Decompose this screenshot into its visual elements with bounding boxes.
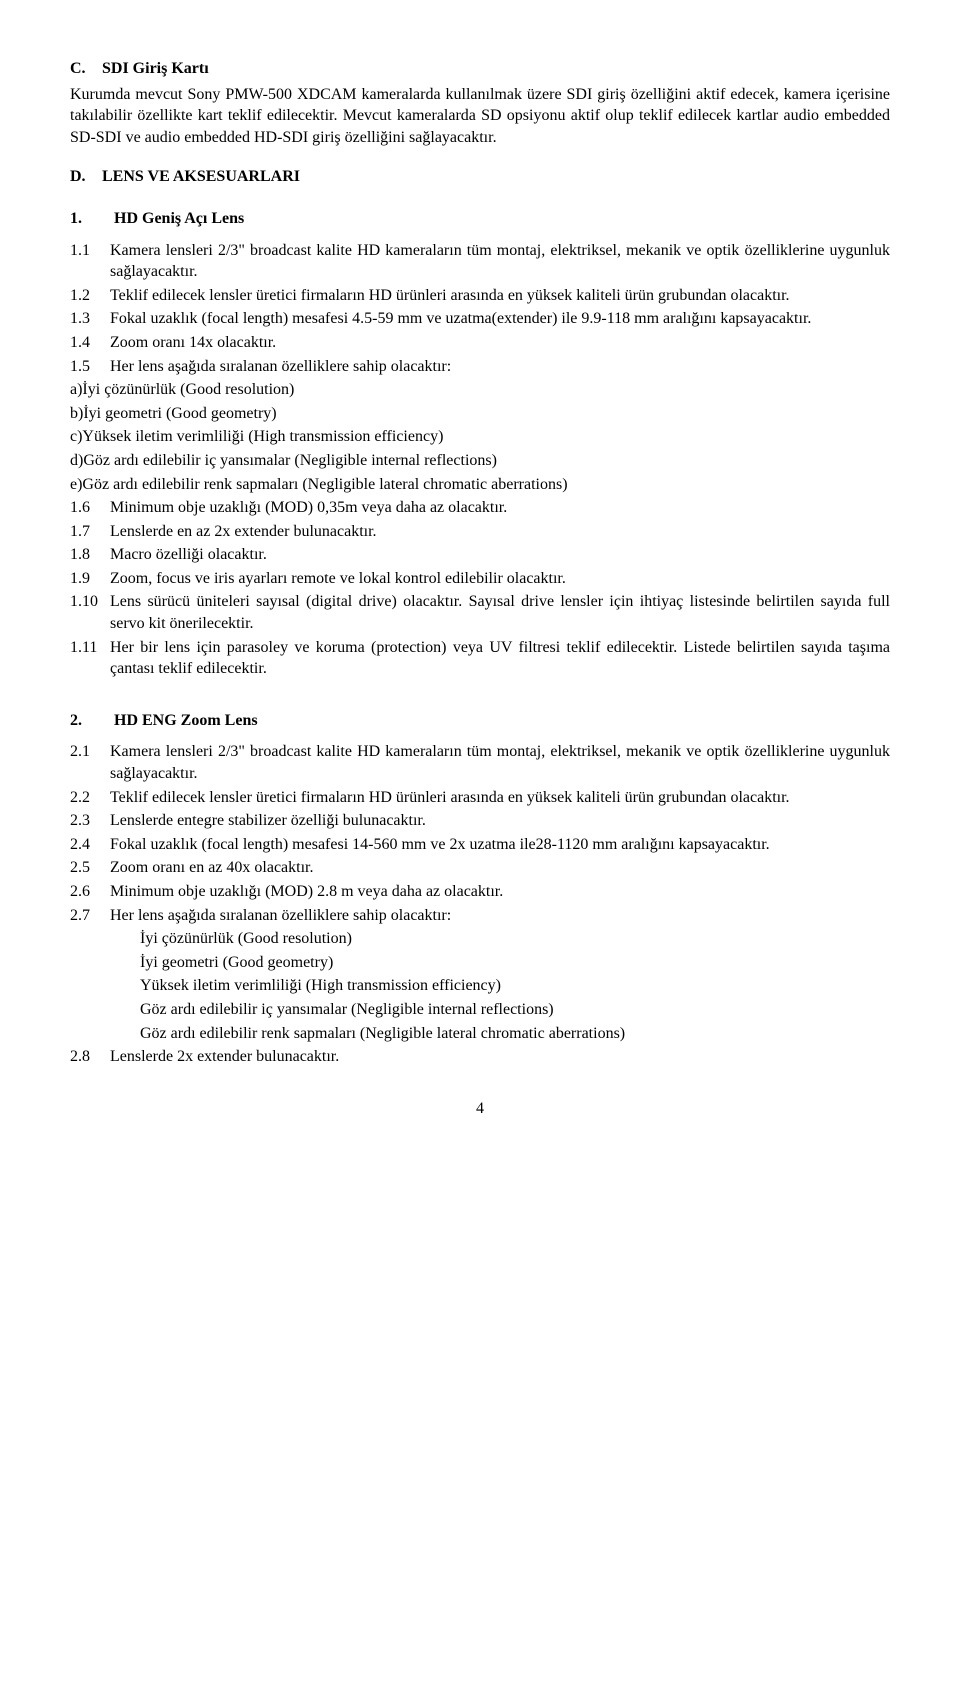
item-text: Her bir lens için parasoley ve koruma (p… <box>110 637 890 680</box>
item-2-8: 2.8 Lenslerde 2x extender bulunacaktır. <box>70 1046 890 1068</box>
item-num: 1.10 <box>70 591 110 634</box>
item-num: 1.9 <box>70 568 110 590</box>
item-text: Zoom oranı 14x olacaktır. <box>110 332 890 354</box>
sub2-b: İyi geometri (Good geometry) <box>140 952 890 974</box>
sub-c: c)Yüksek iletim verimliliği (High transm… <box>70 426 890 448</box>
item-text: Lenslerde en az 2x extender bulunacaktır… <box>110 521 890 543</box>
item-text: Zoom oranı en az 40x olacaktır. <box>110 857 890 879</box>
item-num: 2.8 <box>70 1046 110 1068</box>
item-1-2: 1.2 Teklif edilecek lensler üretici firm… <box>70 285 890 307</box>
item-num: 2.2 <box>70 787 110 809</box>
item-num: 2.4 <box>70 834 110 856</box>
item-1-8: 1.8 Macro özelliği olacaktır. <box>70 544 890 566</box>
item-2-7: 2.7 Her lens aşağıda sıralanan özellikle… <box>70 905 890 927</box>
subsection-1-title: HD Geniş Açı Lens <box>114 210 244 227</box>
item-text: Her lens aşağıda sıralanan özelliklere s… <box>110 905 890 927</box>
sub-a: a)İyi çözünürlük (Good resolution) <box>70 379 890 401</box>
item-1-10: 1.10 Lens sürücü üniteleri sayısal (digi… <box>70 591 890 634</box>
item-text: Lens sürücü üniteleri sayısal (digital d… <box>110 591 890 634</box>
item-text: Teklif edilecek lensler üretici firmalar… <box>110 787 890 809</box>
item-2-3: 2.3 Lenslerde entegre stabilizer özelliğ… <box>70 810 890 832</box>
sub-b: b)İyi geometri (Good geometry) <box>70 403 890 425</box>
item-num: 1.1 <box>70 240 110 283</box>
item-text: Fokal uzaklık (focal length) mesafesi 14… <box>110 834 890 856</box>
item-text: Minimum obje uzaklığı (MOD) 0,35m veya d… <box>110 497 890 519</box>
item-1-7: 1.7 Lenslerde en az 2x extender bulunaca… <box>70 521 890 543</box>
section-c-label: C. <box>70 58 98 80</box>
item-text: Zoom, focus ve iris ayarları remote ve l… <box>110 568 890 590</box>
item-1-9: 1.9 Zoom, focus ve iris ayarları remote … <box>70 568 890 590</box>
item-2-5: 2.5 Zoom oranı en az 40x olacaktır. <box>70 857 890 879</box>
item-num: 1.7 <box>70 521 110 543</box>
item-1-11: 1.11 Her bir lens için parasoley ve koru… <box>70 637 890 680</box>
item-1-3: 1.3 Fokal uzaklık (focal length) mesafes… <box>70 308 890 330</box>
subsection-2-title: HD ENG Zoom Lens <box>114 712 258 729</box>
item-2-2: 2.2 Teklif edilecek lensler üretici firm… <box>70 787 890 809</box>
section-c-paragraph: Kurumda mevcut Sony PMW-500 XDCAM kamera… <box>70 84 890 149</box>
subsection-1-num: 1. <box>70 208 110 230</box>
item-1-6: 1.6 Minimum obje uzaklığı (MOD) 0,35m ve… <box>70 497 890 519</box>
item-num: 2.7 <box>70 905 110 927</box>
item-num: 2.5 <box>70 857 110 879</box>
sub2-e: Göz ardı edilebilir renk sapmaları (Negl… <box>140 1023 890 1045</box>
sub-e: e)Göz ardı edilebilir renk sapmaları (Ne… <box>70 474 890 496</box>
item-text: Kamera lensleri 2/3" broadcast kalite HD… <box>110 741 890 784</box>
sub2-a: İyi çözünürlük (Good resolution) <box>140 928 890 950</box>
item-num: 1.4 <box>70 332 110 354</box>
item-text: Macro özelliği olacaktır. <box>110 544 890 566</box>
sub2-d: Göz ardı edilebilir iç yansımalar (Negli… <box>140 999 890 1021</box>
item-text: Lenslerde 2x extender bulunacaktır. <box>110 1046 890 1068</box>
item-text: Teklif edilecek lensler üretici firmalar… <box>110 285 890 307</box>
item-num: 2.6 <box>70 881 110 903</box>
item-text: Lenslerde entegre stabilizer özelliği bu… <box>110 810 890 832</box>
item-num: 2.3 <box>70 810 110 832</box>
item-text: Kamera lensleri 2/3" broadcast kalite HD… <box>110 240 890 283</box>
subsection-1-heading: 1. HD Geniş Açı Lens <box>70 208 890 230</box>
subsection-2-heading: 2. HD ENG Zoom Lens <box>70 710 890 732</box>
item-text: Her lens aşağıda sıralanan özelliklere s… <box>110 356 890 378</box>
subsection-2-num: 2. <box>70 710 110 732</box>
item-2-4: 2.4 Fokal uzaklık (focal length) mesafes… <box>70 834 890 856</box>
item-text: Fokal uzaklık (focal length) mesafesi 4.… <box>110 308 890 330</box>
item-num: 1.8 <box>70 544 110 566</box>
item-num: 1.11 <box>70 637 110 680</box>
section-d-heading: D. LENS VE AKSESUARLARI <box>70 166 890 188</box>
item-text: Minimum obje uzaklığı (MOD) 2.8 m veya d… <box>110 881 890 903</box>
item-num: 1.3 <box>70 308 110 330</box>
section-d-title: LENS VE AKSESUARLARI <box>102 168 300 185</box>
sub-d: d)Göz ardı edilebilir iç yansımalar (Neg… <box>70 450 890 472</box>
sub2-c: Yüksek iletim verimliliği (High transmis… <box>140 975 890 997</box>
item-2-6: 2.6 Minimum obje uzaklığı (MOD) 2.8 m ve… <box>70 881 890 903</box>
page-number: 4 <box>70 1098 890 1120</box>
item-num: 1.5 <box>70 356 110 378</box>
item-num: 1.6 <box>70 497 110 519</box>
item-1-4: 1.4 Zoom oranı 14x olacaktır. <box>70 332 890 354</box>
section-c-title: SDI Giriş Kartı <box>102 60 209 77</box>
item-num: 1.2 <box>70 285 110 307</box>
item-1-5: 1.5 Her lens aşağıda sıralanan özellikle… <box>70 356 890 378</box>
section-d-label: D. <box>70 166 98 188</box>
item-num: 2.1 <box>70 741 110 784</box>
item-1-1: 1.1 Kamera lensleri 2/3" broadcast kalit… <box>70 240 890 283</box>
section-c-heading: C. SDI Giriş Kartı <box>70 58 890 80</box>
item-2-1: 2.1 Kamera lensleri 2/3" broadcast kalit… <box>70 741 890 784</box>
